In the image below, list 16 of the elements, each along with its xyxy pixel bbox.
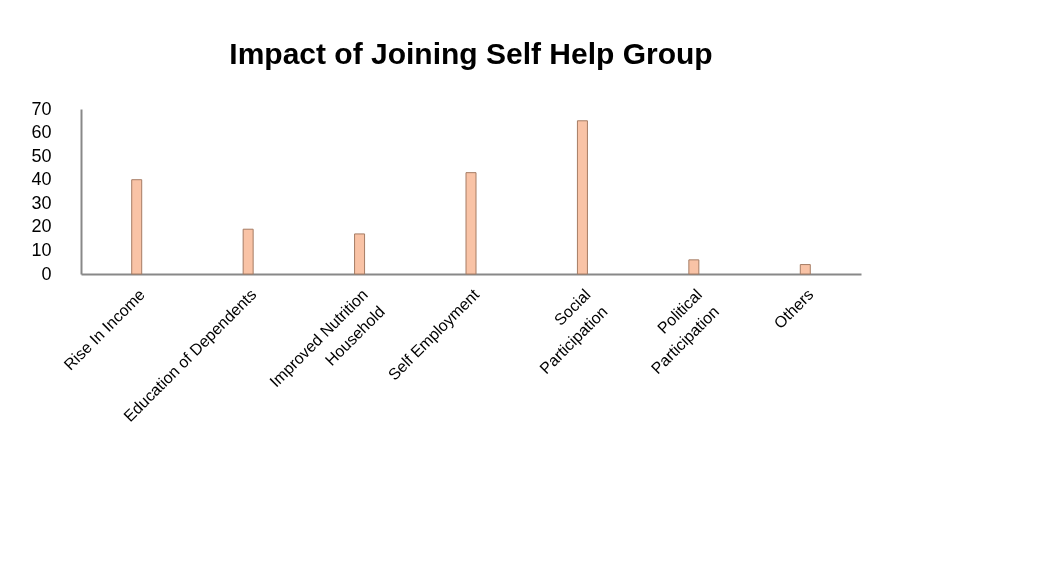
- bar: [242, 228, 254, 275]
- y-tick-label: 10: [31, 239, 52, 260]
- bar: [688, 259, 700, 275]
- y-tick-label: 20: [31, 216, 52, 237]
- bar: [131, 179, 143, 275]
- y-tick-label: 30: [31, 192, 52, 213]
- y-tick-label: 70: [31, 98, 52, 119]
- bar: [576, 120, 588, 275]
- y-tick-label: 0: [41, 263, 52, 284]
- bar: [465, 172, 477, 275]
- chart-title: Impact of Joining Self Help Group: [229, 37, 713, 70]
- y-tick-label: 60: [31, 122, 52, 143]
- bar: [354, 233, 366, 275]
- bar: [799, 264, 811, 275]
- y-tick-label: 50: [31, 145, 52, 166]
- y-tick-label: 40: [31, 169, 52, 190]
